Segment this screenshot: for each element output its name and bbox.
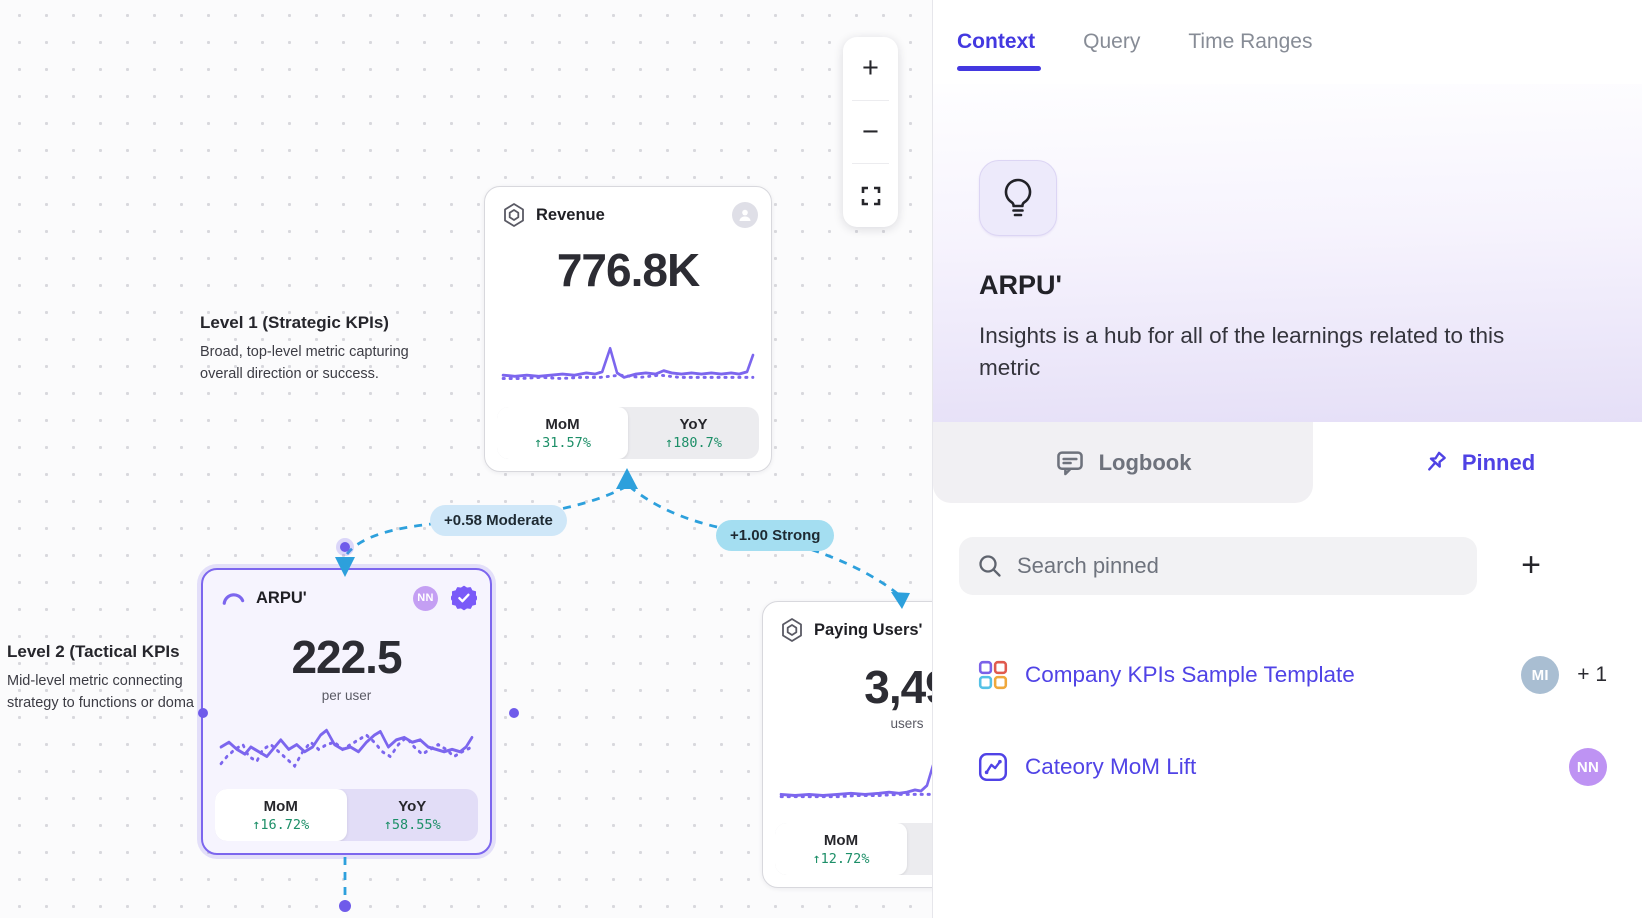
pinned-item-label: Cateory MoM Lift bbox=[1025, 754, 1197, 779]
level-2-label: Level 2 (Tactical KPIs Mid-level metric … bbox=[7, 642, 194, 715]
yoy-toggle[interactable]: YoY ↑58.55% bbox=[383, 797, 441, 833]
grid-icon bbox=[978, 660, 1008, 690]
pinned-item-company-kpis[interactable]: Company KPIs Sample Template MI + 1 bbox=[977, 648, 1607, 702]
add-pinned-button[interactable]: + bbox=[1521, 545, 1541, 584]
user-avatar-icon bbox=[732, 202, 758, 228]
pinned-item-label: Company KPIs Sample Template bbox=[1025, 662, 1355, 687]
yoy-toggle[interactable] bbox=[907, 823, 932, 875]
metric-value: 776.8K bbox=[556, 244, 700, 296]
metric-value: 3,49 bbox=[864, 661, 932, 713]
connection-handle[interactable] bbox=[336, 538, 354, 556]
metric-card-arpu[interactable]: ARPU' NN 222.5 per user MoM ↑16.72% bbox=[201, 568, 492, 855]
hexagon-icon bbox=[504, 203, 524, 227]
edge-label-strong[interactable]: +1.00 Strong bbox=[716, 520, 835, 551]
logbook-icon bbox=[1056, 450, 1083, 475]
comparison-toggle: MoM ↑31.57% YoY ↑180.7% bbox=[497, 407, 759, 459]
extra-collaborators: + 1 bbox=[1577, 663, 1607, 686]
level-1-desc-line1: Broad, top-level metric capturing bbox=[200, 344, 409, 360]
search-icon bbox=[979, 555, 1001, 577]
yoy-toggle[interactable]: YoY ↑180.7% bbox=[665, 415, 722, 451]
tab-time-ranges[interactable]: Time Ranges bbox=[1188, 30, 1313, 53]
metric-value: 222.5 bbox=[291, 631, 402, 683]
context-panel: Context Query Time Ranges ARPU' Insights… bbox=[932, 0, 1642, 918]
sparkline-chart bbox=[219, 716, 474, 778]
level-2-desc-line1: Mid-level metric connecting bbox=[7, 673, 183, 689]
arc-icon bbox=[222, 593, 245, 605]
mom-value: ↑12.72% bbox=[812, 850, 870, 867]
mom-toggle[interactable]: MoM ↑31.57% bbox=[497, 407, 628, 459]
chart-icon bbox=[978, 752, 1008, 782]
avatar-mi: MI bbox=[1521, 656, 1560, 694]
tab-query[interactable]: Query bbox=[1083, 30, 1141, 53]
tab-pinned[interactable]: Pinned bbox=[1313, 422, 1642, 503]
logbook-label: Logbook bbox=[1098, 449, 1192, 475]
insight-icon-box bbox=[979, 160, 1057, 236]
level-2-title: Level 2 (Tactical KPIs bbox=[7, 642, 180, 661]
fullscreen-icon bbox=[861, 186, 880, 205]
zoom-out-button[interactable]: − bbox=[862, 115, 879, 148]
zoom-in-button[interactable]: + bbox=[862, 51, 879, 84]
level-1-desc-line2: overall direction or success. bbox=[200, 365, 379, 382]
connection-handle[interactable] bbox=[509, 708, 519, 718]
metric-card-paying-users[interactable]: Paying Users' 3,49 users MoM ↑12.72% bbox=[762, 601, 932, 888]
level-2-desc-line2: strategy to functions or doma bbox=[7, 694, 194, 711]
mom-value: ↑16.72% bbox=[252, 816, 310, 833]
connection-handle[interactable] bbox=[339, 900, 351, 912]
mom-toggle[interactable]: MoM ↑16.72% bbox=[215, 789, 347, 841]
level-1-label: Level 1 (Strategic KPIs) Broad, top-leve… bbox=[200, 313, 409, 386]
pin-icon bbox=[1427, 451, 1446, 471]
metric-unit: per user bbox=[321, 688, 372, 703]
tab-context[interactable]: Context bbox=[957, 30, 1036, 53]
yoy-value: ↑58.55% bbox=[383, 816, 441, 833]
comparison-toggle: MoM ↑12.72% bbox=[775, 823, 932, 875]
metric-unit: users bbox=[890, 716, 924, 731]
mom-value: ↑31.57% bbox=[534, 434, 591, 451]
card-title: ARPU' bbox=[256, 588, 307, 607]
comparison-toggle: MoM ↑16.72% YoY ↑58.55% bbox=[215, 789, 478, 841]
lightbulb-icon bbox=[1004, 178, 1032, 217]
card-title: Paying Users' bbox=[814, 620, 923, 639]
pinned-item-cateory-mom-lift[interactable]: Cateory MoM Lift NN bbox=[977, 740, 1607, 794]
sparkline-chart bbox=[779, 752, 932, 810]
owner-avatar: NN bbox=[413, 585, 438, 611]
divider bbox=[852, 163, 889, 165]
search-pinned-bar bbox=[959, 537, 1477, 595]
tab-logbook[interactable]: Logbook bbox=[933, 422, 1313, 503]
zoom-toolbar: + − bbox=[843, 37, 898, 227]
sparkline-chart bbox=[501, 335, 755, 393]
yoy-value: ↑180.7% bbox=[665, 434, 722, 451]
metric-canvas[interactable]: Level 1 (Strategic KPIs) Broad, top-leve… bbox=[0, 0, 932, 918]
metric-insights-header: ARPU' Insights is a hub for all of the l… bbox=[933, 84, 1642, 422]
metric-name-title: ARPU' bbox=[979, 270, 1062, 300]
metric-insights-description: Insights is a hub for all of the learnin… bbox=[979, 323, 1505, 380]
divider bbox=[852, 99, 889, 101]
fit-view-button[interactable] bbox=[843, 164, 898, 227]
hexagon-icon bbox=[782, 618, 802, 642]
avatar-nn: NN bbox=[1569, 748, 1607, 786]
edge-label-moderate[interactable]: +0.58 Moderate bbox=[430, 505, 567, 536]
level-1-title: Level 1 (Strategic KPIs) bbox=[200, 313, 389, 332]
mom-toggle[interactable]: MoM ↑12.72% bbox=[775, 823, 907, 875]
search-pinned-input[interactable] bbox=[1017, 553, 1459, 579]
metric-card-revenue[interactable]: Revenue 776.8K MoM ↑31.57% YoY bbox=[484, 186, 772, 472]
active-tab-underline bbox=[957, 66, 1041, 71]
logbook-pinned-tabs: Logbook Pinned bbox=[933, 422, 1642, 503]
panel-tab-bar: Context Query Time Ranges bbox=[933, 0, 1642, 84]
card-title: Revenue bbox=[536, 205, 605, 224]
verified-badge-icon bbox=[451, 585, 477, 611]
pinned-label: Pinned bbox=[1461, 449, 1536, 475]
